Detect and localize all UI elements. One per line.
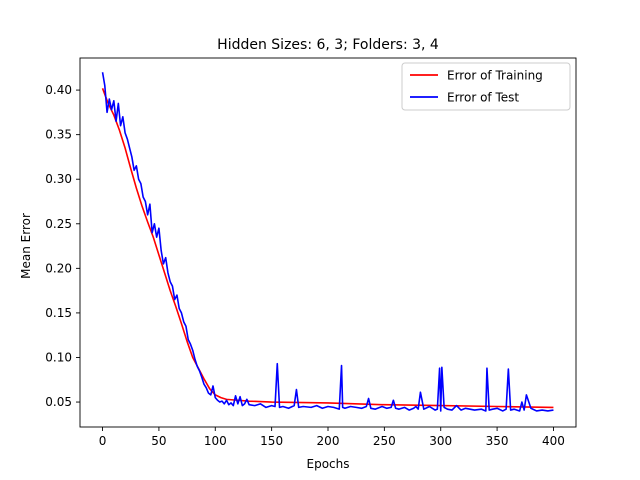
x-tick-label: 150 [260,434,283,448]
x-tick-label: 50 [151,434,166,448]
y-axis: 0.05 0.10 0.15 0.20 0.25 0.30 0.35 0.40 [45,83,80,409]
x-tick-label: 250 [373,434,396,448]
x-tick-label: 300 [429,434,452,448]
legend-box [401,62,571,111]
y-tick-label: 0.20 [45,261,72,275]
y-tick-label: 0.25 [45,217,72,231]
x-tick-label: 100 [204,434,227,448]
series-line-test [101,72,554,412]
x-axis: 0 50 100 150 200 250 300 350 400 [99,427,565,448]
y-tick-label: 0.35 [45,128,72,142]
x-tick-label: 350 [486,434,509,448]
y-tick-label: 0.40 [45,83,72,97]
chart-title: Hidden Sizes: 6, 3; Folders: 3, 4 [217,37,439,53]
x-tick-label: 200 [317,434,340,448]
y-tick-label: 0.10 [45,350,72,364]
legend-label-training: Error of Training [447,69,543,83]
y-axis-label: Mean Error [19,213,33,279]
y-tick-label: 0.30 [45,172,72,186]
x-axis-label: Epochs [307,457,350,471]
series-line-training [101,88,554,409]
legend: Error of Training Error of Test [401,62,571,111]
x-tick-label: 400 [542,434,565,448]
x-tick-label: 0 [99,434,107,448]
y-tick-label: 0.15 [45,306,72,320]
legend-label-test: Error of Test [447,91,519,105]
y-tick-label: 0.05 [45,395,72,409]
